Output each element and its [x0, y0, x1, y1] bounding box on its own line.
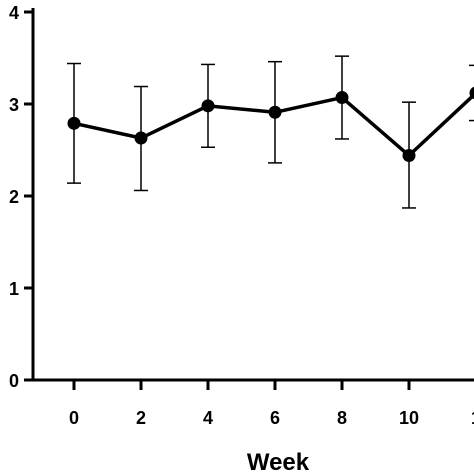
error-bars	[67, 55, 474, 209]
x-tick-label: 8	[337, 408, 347, 428]
y-tick-label: 1	[9, 279, 19, 299]
y-tick-label: 2	[9, 187, 19, 207]
x-tick-label: 2	[136, 408, 146, 428]
data-point	[402, 149, 416, 163]
data-point	[67, 116, 81, 130]
x-tick-label: 10	[399, 408, 419, 428]
data-point	[469, 86, 474, 100]
data-point	[335, 91, 349, 105]
y-tick-label: 3	[9, 95, 19, 115]
x-tick-label: 0	[69, 408, 79, 428]
x-tick-label: 4	[203, 408, 213, 428]
data-point	[201, 99, 215, 113]
x-tick-label: 6	[270, 408, 280, 428]
y-tick-label: 4	[9, 3, 19, 23]
data-markers	[67, 86, 474, 163]
data-point	[268, 105, 282, 119]
y-axis-ticks: 4 3 2 1 0	[9, 3, 33, 391]
x-axis-title: Week	[247, 449, 310, 474]
x-tick-label: 1	[471, 408, 474, 428]
data-point	[134, 131, 148, 145]
x-axis-ticks: 0 2 4 6 8 10 1	[69, 380, 474, 428]
y-tick-label: 0	[9, 371, 19, 391]
